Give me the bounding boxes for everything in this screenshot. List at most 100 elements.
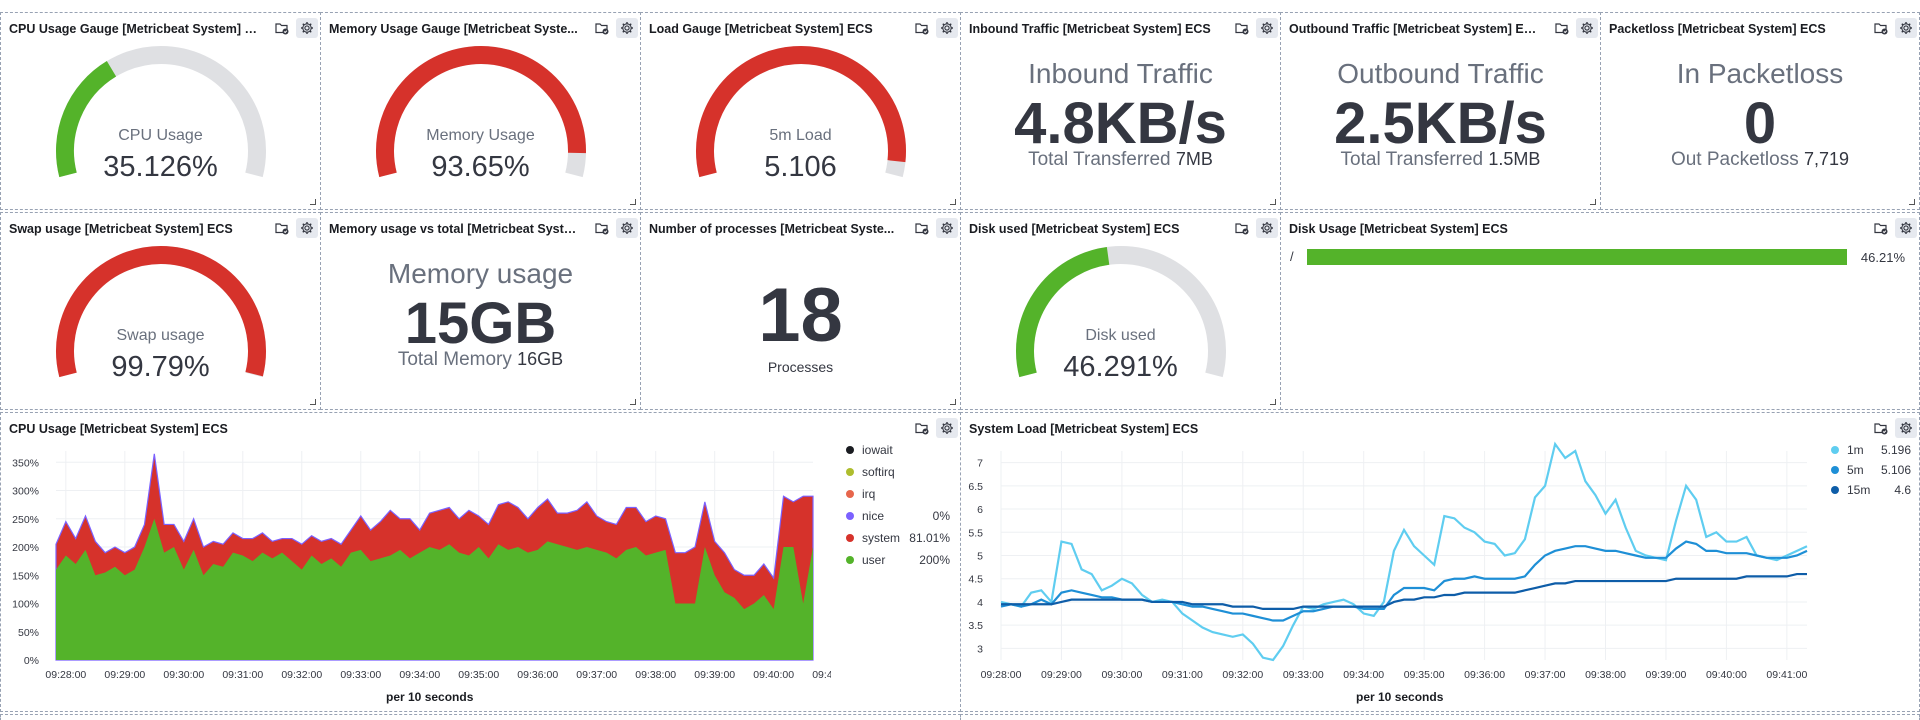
load-gauge [696, 46, 906, 178]
legend-item[interactable]: 5m [1831, 463, 1864, 477]
gauge-label: CPU Usage [118, 127, 203, 144]
x-tick-label: 09:40:00 [1706, 669, 1747, 681]
panel-title: Number of processes [Metricbeat Syste... [649, 222, 895, 236]
panel-actions [911, 18, 958, 38]
metric-title: Outbound Traffic [1337, 58, 1544, 89]
legend-item[interactable]: 15m [1831, 483, 1870, 497]
gear-icon[interactable] [1895, 18, 1917, 38]
panel-actions [1870, 418, 1917, 438]
resize-handle[interactable] [1909, 199, 1915, 205]
gear-icon[interactable] [296, 218, 318, 238]
x-tick-label: 09:34:00 [1343, 669, 1384, 681]
gear-icon[interactable] [936, 418, 958, 438]
y-tick-label: 4 [977, 597, 983, 609]
legend-dot [1831, 486, 1839, 494]
folder-check-icon[interactable] [271, 18, 293, 38]
x-tick-label: 09:33:00 [1283, 669, 1324, 681]
resize-handle[interactable] [950, 399, 956, 405]
disk-usage-value: 46.21% [1860, 250, 1905, 265]
memory-gauge-panel: Memory Usage Gauge [Metricbeat Syste... … [320, 12, 641, 210]
folder-check-icon[interactable] [271, 218, 293, 238]
resize-handle[interactable] [630, 399, 636, 405]
legend-item[interactable]: softirq [846, 465, 895, 479]
memory-gauge [376, 46, 586, 178]
disk-usage-panel: Disk Usage [Metricbeat System] ECS / 46.… [1280, 212, 1920, 410]
gauge-label: Memory Usage [426, 127, 535, 144]
folder-check-icon[interactable] [1870, 418, 1892, 438]
disk-mount-label: / [1290, 249, 1294, 264]
processes-label: Processes [767, 359, 834, 375]
metric-sub-label: Total Memory [397, 349, 512, 370]
folder-check-icon[interactable] [911, 18, 933, 38]
panel-actions [1551, 18, 1598, 38]
legend-dot [846, 534, 854, 542]
disk-gauge [1016, 246, 1226, 378]
legend-label: 15m [1847, 483, 1871, 497]
metric-sub-label: Out Packetloss [1670, 149, 1799, 170]
legend-item[interactable]: nice [846, 509, 884, 523]
folder-check-icon[interactable] [911, 418, 933, 438]
y-tick-label: 250% [12, 514, 39, 526]
folder-check-icon[interactable] [591, 218, 613, 238]
folder-check-icon[interactable] [1551, 18, 1573, 38]
legend-label: softirq [862, 465, 895, 479]
x-tick-label: 09:34:00 [399, 669, 440, 681]
metric-subtitle: Total Transferred 1.5MB [1281, 149, 1600, 171]
gear-icon[interactable] [616, 218, 638, 238]
legend-item[interactable]: iowait [846, 443, 893, 457]
metric-sub-label: Total Transferred [1028, 149, 1171, 170]
resize-handle[interactable] [950, 199, 956, 205]
folder-check-icon[interactable] [1870, 18, 1892, 38]
legend-item[interactable]: 1m [1831, 443, 1864, 457]
legend-item[interactable]: irq [846, 487, 875, 501]
folder-check-icon[interactable] [1231, 18, 1253, 38]
y-tick-label: 5 [977, 551, 983, 563]
legend-item[interactable]: user [846, 553, 885, 567]
folder-check-icon[interactable] [911, 218, 933, 238]
chart-legend: 1m 5.196 5m 5.106 15m 4.6 [1831, 443, 1919, 503]
folder-check-icon[interactable] [1870, 218, 1892, 238]
gear-icon[interactable] [1256, 218, 1278, 238]
gear-icon[interactable] [936, 18, 958, 38]
legend-value: 81.01% [909, 531, 950, 545]
panel-actions [911, 418, 958, 438]
gear-icon[interactable] [1256, 18, 1278, 38]
gauge-value: 99.79% [111, 351, 210, 383]
gear-icon[interactable] [616, 18, 638, 38]
gear-icon[interactable] [1576, 18, 1598, 38]
folder-check-icon[interactable] [591, 18, 613, 38]
metric-value: 0 [1743, 91, 1777, 156]
x-axis-title: per 10 seconds [1356, 690, 1444, 704]
gear-icon[interactable] [296, 18, 318, 38]
resize-handle[interactable] [630, 199, 636, 205]
panel-title: Outbound Traffic [Metricbeat System] ECS [1289, 22, 1539, 36]
resize-handle[interactable] [1590, 199, 1596, 205]
legend-dot [846, 490, 854, 498]
panel-actions [1231, 18, 1278, 38]
disk-gauge-panel: Disk used [Metricbeat System] ECS Disk u… [960, 212, 1281, 410]
cpu-gauge-panel: CPU Usage Gauge [Metricbeat System] E...… [0, 12, 321, 210]
gear-icon[interactable] [936, 218, 958, 238]
disk-usage-bar [1307, 249, 1847, 265]
panel-actions [591, 218, 638, 238]
legend-label: user [862, 553, 886, 567]
resize-handle[interactable] [1270, 399, 1276, 405]
folder-check-icon[interactable] [1231, 218, 1253, 238]
y-tick-label: 150% [12, 570, 39, 582]
metric-sub-value: 1.5MB [1488, 149, 1541, 169]
series-15m-line [1001, 572, 1807, 611]
metric-sub-value: 7,719 [1804, 149, 1850, 169]
resize-handle[interactable] [1270, 199, 1276, 205]
resize-handle[interactable] [310, 199, 316, 205]
resize-handle[interactable] [310, 399, 316, 405]
metric-title: Memory usage [387, 258, 574, 289]
series-1m-line [1000, 441, 1808, 662]
cpu-usage-chart-panel: CPU Usage [Metricbeat System] ECS 0% 50% 1… [0, 412, 961, 712]
legend-item[interactable]: system [846, 531, 900, 545]
legend-label: iowait [862, 443, 893, 457]
gear-icon[interactable] [1895, 218, 1917, 238]
x-tick-label: 09:33:00 [340, 669, 381, 681]
gauge-label: 5m Load [769, 127, 832, 144]
panel-actions [1870, 18, 1917, 38]
gear-icon[interactable] [1895, 418, 1917, 438]
